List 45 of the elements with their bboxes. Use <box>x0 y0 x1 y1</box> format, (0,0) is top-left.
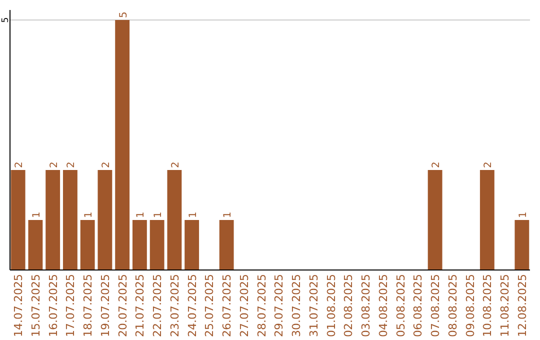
x-tick-label: 18.07.2025 <box>82 274 95 337</box>
x-tick-label: 17.07.2025 <box>64 274 78 337</box>
x-tick-label: 23.07.2025 <box>168 274 182 337</box>
x-tick-label: 21.07.2025 <box>134 274 147 337</box>
data-label: 1 <box>136 212 147 218</box>
x-tick-label: 29.07.2025 <box>272 274 286 337</box>
x-tick-label: 12.08.2025 <box>516 274 529 337</box>
data-label: 1 <box>153 212 164 218</box>
data-label: 2 <box>66 162 78 168</box>
x-tick-label: 08.08.2025 <box>446 274 460 337</box>
x-tick-label: 31.07.2025 <box>307 274 320 337</box>
x-tick-label: 26.07.2025 <box>220 274 234 337</box>
x-tick-label: 01.08.2025 <box>324 274 338 337</box>
x-tick-label: 04.08.2025 <box>376 274 390 337</box>
data-label: 1 <box>84 212 95 218</box>
x-tick-label: 11.08.2025 <box>498 274 512 337</box>
x-tick-label: 10.08.2025 <box>481 274 494 337</box>
x-tick-label: 05.08.2025 <box>394 274 408 337</box>
data-label: 2 <box>431 162 442 168</box>
data-label: 5 <box>118 12 130 18</box>
x-tick-label: 30.07.2025 <box>290 274 304 337</box>
x-tick-label: 20.07.2025 <box>116 274 130 337</box>
x-tick-label: 03.08.2025 <box>360 274 373 337</box>
data-label: 1 <box>518 212 529 218</box>
x-tick-label: 16.07.2025 <box>46 274 60 337</box>
x-tick-label: 22.07.2025 <box>151 274 164 337</box>
data-label: 1 <box>222 212 234 218</box>
data-label: 2 <box>483 162 494 168</box>
data-label: 2 <box>100 162 112 168</box>
x-tick-label: 14.07.2025 <box>12 274 26 337</box>
x-tick-label: 19.07.2025 <box>98 274 112 337</box>
x-tick-label: 25.07.2025 <box>203 274 216 337</box>
x-tick-label: 24.07.2025 <box>186 274 199 337</box>
x-tick-label: 27.07.2025 <box>238 274 251 337</box>
x-tick-label: 07.08.2025 <box>429 274 442 337</box>
data-label: 2 <box>14 162 26 168</box>
x-tick-label: 15.07.2025 <box>29 274 42 337</box>
x-tick-label: 09.08.2025 <box>464 274 477 337</box>
data-label: 1 <box>31 212 42 218</box>
x-tick-label: 06.08.2025 <box>412 274 425 337</box>
data-label: 2 <box>170 162 182 168</box>
x-tick-label: 02.08.2025 <box>342 274 356 337</box>
data-label: 1 <box>188 212 199 218</box>
x-tick-label: 28.07.2025 <box>255 274 268 337</box>
data-label: 2 <box>48 162 60 168</box>
